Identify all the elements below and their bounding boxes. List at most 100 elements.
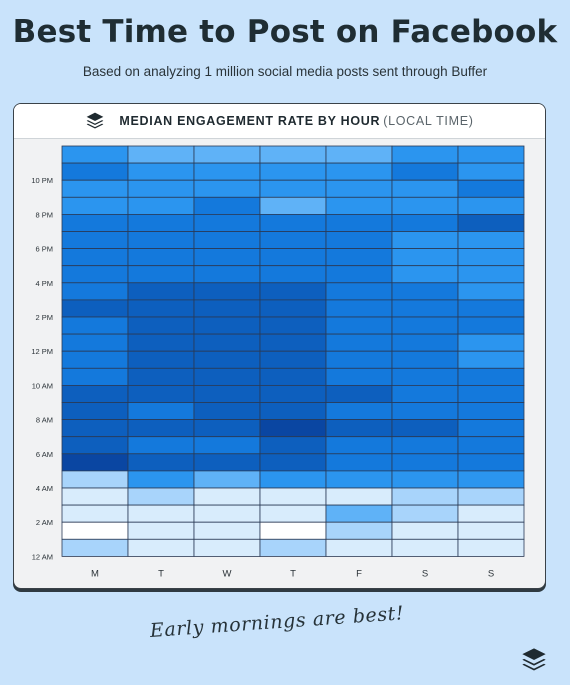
- heatmap-cell: [259, 196, 327, 215]
- heatmap-cell: [391, 504, 459, 523]
- chart-title: MEDIAN ENGAGEMENT RATE BY HOUR (LOCAL TIM…: [119, 114, 473, 128]
- heatmap-cell: [61, 419, 129, 438]
- y-tick-label: 10 PM: [31, 176, 53, 185]
- y-tick-label: 10 AM: [32, 381, 53, 390]
- heatmap-cell: [193, 487, 261, 506]
- heatmap-cell: [193, 419, 261, 438]
- heatmap-cell: [391, 350, 459, 369]
- heatmap-cell: [61, 179, 129, 198]
- heatmap-cell: [457, 384, 525, 403]
- heatmap-cell: [127, 453, 195, 472]
- heatmap-cell: [391, 316, 459, 335]
- heatmap-cell: [259, 231, 327, 250]
- heatmap-cell: [325, 487, 393, 506]
- heatmap-cell: [193, 402, 261, 421]
- heatmap-cell: [127, 179, 195, 198]
- heatmap-cell: [325, 436, 393, 455]
- heatmap-cell: [127, 487, 195, 506]
- heatmap-cell: [193, 384, 261, 403]
- heatmap-cell: [193, 470, 261, 489]
- heatmap-cell: [61, 162, 129, 181]
- heatmap-cell: [325, 214, 393, 232]
- heatmap-cell: [259, 384, 327, 403]
- heatmap-cell: [259, 453, 327, 472]
- heatmap-cell: [259, 402, 327, 421]
- heatmap-cell: [325, 333, 393, 352]
- heatmap-cell: [325, 299, 393, 318]
- heatmap-cell: [391, 470, 459, 489]
- heatmap-cell: [259, 316, 327, 335]
- heatmap-cell: [61, 299, 129, 318]
- heatmap-cell: [457, 196, 525, 215]
- heatmap-cell: [457, 214, 525, 232]
- heatmap-cell: [259, 282, 327, 301]
- heatmap-cell: [259, 470, 327, 489]
- heatmap-cell: [325, 196, 393, 215]
- heatmap-cell: [61, 436, 129, 455]
- heatmap-cell: [457, 248, 525, 267]
- heatmap-cell: [259, 214, 327, 232]
- heatmap-cell: [127, 470, 195, 489]
- heatmap-cell: [61, 196, 129, 215]
- heatmap-cell: [61, 384, 129, 403]
- heatmap-cell: [259, 299, 327, 318]
- heatmap-cell: [457, 145, 525, 164]
- heatmap-cell: [193, 521, 261, 540]
- y-tick-label: 2 AM: [36, 518, 53, 527]
- heatmap-cell: [193, 282, 261, 301]
- heatmap-cell: [127, 350, 195, 369]
- heatmap-cell: [61, 214, 129, 232]
- heatmap-cell: [457, 333, 525, 352]
- heatmap-cell: [457, 521, 525, 540]
- heatmap-cell: [391, 453, 459, 472]
- heatmap-cell: [193, 367, 261, 386]
- heatmap-cell: [193, 436, 261, 455]
- heatmap-cell: [127, 265, 195, 284]
- heatmap-cell: [325, 162, 393, 181]
- heatmap-cell: [193, 145, 261, 164]
- heatmap-cell: [457, 538, 525, 557]
- heatmap-cell: [61, 350, 129, 369]
- heatmap-cell: [391, 231, 459, 250]
- heatmap-cell: [127, 436, 195, 455]
- heatmap-cell: [61, 282, 129, 301]
- buffer-stack-icon: [87, 112, 104, 129]
- x-tick-label: S: [488, 568, 494, 579]
- heatmap-cell: [127, 538, 195, 557]
- heatmap-cell: [325, 419, 393, 438]
- heatmap-cell: [259, 162, 327, 181]
- heatmap-cell: [325, 350, 393, 369]
- heatmap-cell: [325, 282, 393, 301]
- heatmap-cell: [457, 419, 525, 438]
- heatmap-cell: [127, 299, 195, 318]
- heatmap-cell: [457, 470, 525, 489]
- heatmap-cell: [61, 521, 129, 540]
- heatmap-cell: [325, 470, 393, 489]
- chart-card: MEDIAN ENGAGEMENT RATE BY HOUR (LOCAL TIM…: [13, 103, 546, 589]
- heatmap-cell: [391, 265, 459, 284]
- heatmap-cell: [259, 179, 327, 198]
- heatmap-cell: [391, 419, 459, 438]
- heatmap-cell: [127, 316, 195, 335]
- heatmap-cell: [259, 367, 327, 386]
- heatmap-cell: [127, 384, 195, 403]
- y-tick-label: 8 PM: [35, 210, 53, 219]
- heatmap-cell: [61, 487, 129, 506]
- heatmap-cell: [325, 504, 393, 523]
- heatmap-cell: [391, 145, 459, 164]
- heatmap-cell: [391, 367, 459, 386]
- heatmap-cell: [325, 248, 393, 267]
- heatmap-cell: [259, 333, 327, 352]
- page-title: Best Time to Post on Facebook: [12, 14, 558, 50]
- y-tick-label: 2 PM: [35, 313, 53, 322]
- y-tick-label: 4 AM: [36, 484, 53, 493]
- x-tick-label: T: [158, 568, 164, 579]
- x-tick-label: M: [91, 568, 99, 579]
- heatmap-cell: [391, 402, 459, 421]
- heatmap-cell: [457, 179, 525, 198]
- heatmap-cell: [193, 265, 261, 284]
- heatmap-cell: [259, 538, 327, 557]
- heatmap-cell: [457, 487, 525, 506]
- heatmap-cell: [259, 265, 327, 284]
- heatmap-cell: [193, 350, 261, 369]
